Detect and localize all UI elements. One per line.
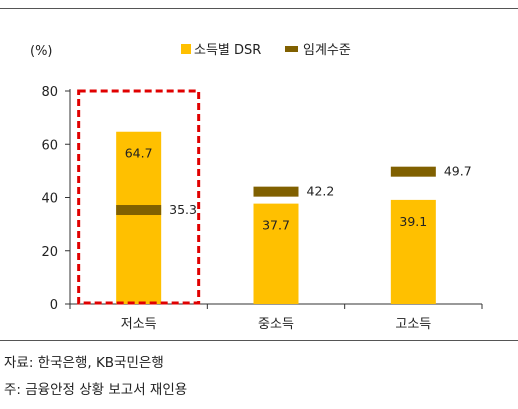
source-note: 자료: 한국은행, KB국민은행 [4,355,164,371]
dsr-chart: 0 20 40 60 80 (%) 저소득 중소득 고소득 64.7 35.3 37.7 42.2 39… [30,43,483,332]
threshold-marker [116,205,162,216]
y-tick-label: 80 [41,85,58,100]
x-tick-label: 고소득 [395,317,431,332]
data-labels: 64.7 35.3 37.7 42.2 39.1 49.7 [125,146,472,233]
bar-series [77,89,436,305]
legend-swatch-marker [285,46,298,52]
bottom-divider [0,340,518,341]
bar-value-label: 37.7 [262,218,290,233]
bar-value-label: 64.7 [125,146,153,161]
bar [253,203,299,304]
x-tick-label: 중소득 [258,317,294,332]
y-tick-label: 0 [50,298,58,313]
threshold-marker [253,186,299,197]
marker-series [116,166,436,216]
y-tick-label: 40 [41,192,58,207]
bar [390,199,436,304]
legend-label-marker: 임계수준 [303,43,351,58]
y-tick-label: 60 [41,138,58,153]
marker-value-label: 42.2 [307,184,335,199]
bar-value-label: 39.1 [399,214,427,229]
remark-note: 주: 금융안정 상황 보고서 재인용 [4,382,188,398]
unit-label: (%) [30,44,53,59]
top-divider [0,8,518,9]
threshold-marker [390,166,436,177]
legend-swatch-bar [181,44,191,54]
x-tick-label: 저소득 [121,317,157,332]
marker-value-label: 49.7 [444,164,472,179]
marker-value-label: 35.3 [169,202,197,217]
y-tick-label: 20 [41,245,58,260]
legend-label-bar: 소득별 DSR [194,43,261,58]
highlight-box [77,89,201,305]
bar [116,131,162,304]
legend: 소득별 DSR 임계수준 [181,43,351,58]
